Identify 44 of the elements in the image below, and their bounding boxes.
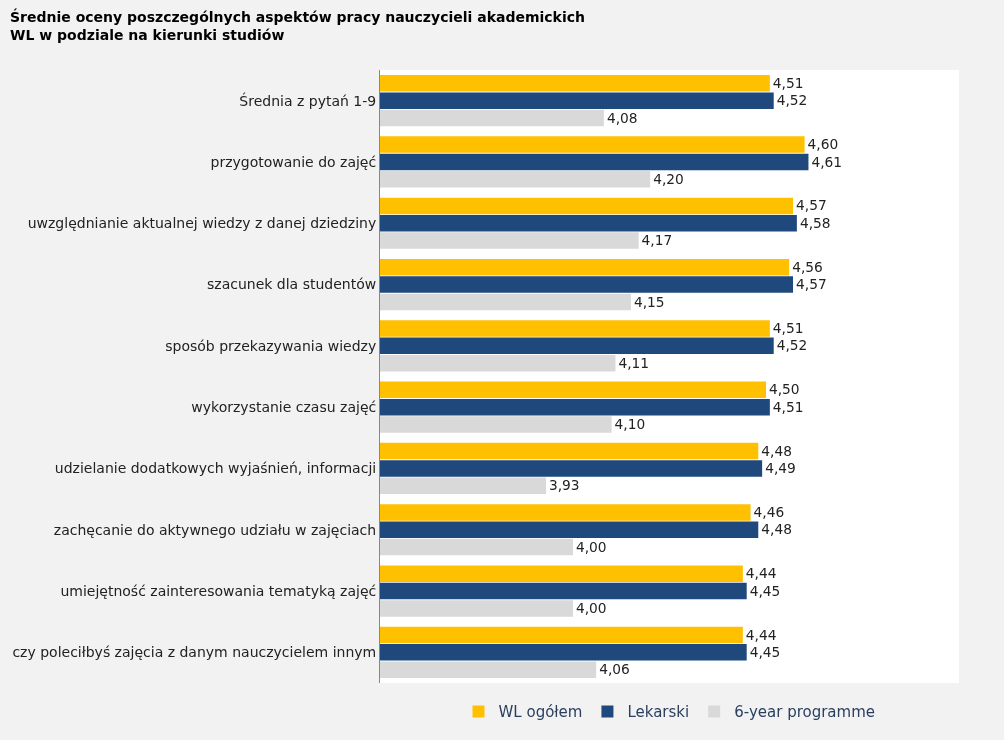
y-tick-label: szacunek dla studentów (207, 276, 377, 293)
data-label: 4,51 (772, 398, 804, 415)
data-label: 4,50 (769, 381, 800, 398)
data-label: 3,93 (548, 477, 580, 494)
data-label: 4,46 (753, 503, 785, 520)
data-label: 4,52 (776, 337, 808, 354)
data-label: 4,15 (633, 293, 665, 310)
data-label: 4,17 (641, 232, 673, 249)
data-label: 4,48 (761, 442, 792, 459)
data-label: 4,56 (792, 258, 823, 275)
data-label: 4,57 (796, 197, 827, 214)
data-label: 4,49 (765, 460, 796, 477)
legend-label: WL ogółem (498, 703, 583, 722)
data-label: 4,08 (606, 109, 638, 126)
data-label: 4,48 (761, 521, 792, 538)
y-tick-label: sposób przekazywania wiedzy (165, 337, 377, 354)
legend-label: 6-year programme (734, 703, 876, 722)
data-label: 4,58 (799, 214, 831, 231)
legend-label: Lekarski (627, 703, 690, 722)
data-label: 4,51 (772, 320, 804, 337)
data-label: 4,52 (776, 92, 808, 109)
data-label: 4,51 (772, 74, 804, 91)
data-label: 4,11 (618, 354, 650, 371)
y-tick-label: uwzględnianie aktualnej wiedzy z danej dziedziny (27, 215, 377, 232)
y-tick-label: wykorzystanie czasu zajęć (191, 399, 377, 416)
data-label: 4,10 (614, 416, 646, 433)
y-tick-label: udzielanie dodatkowych wyjaśnień, informacji (54, 460, 377, 477)
data-label: 4,06 (599, 661, 630, 678)
data-label: 4,20 (653, 170, 684, 187)
y-tick-label: przygotowanie do zajęć (210, 153, 377, 170)
data-label: 4,00 (576, 600, 607, 616)
y-tick-label: umiejętność zainteresowania tematyką zajęć (60, 582, 377, 599)
y-tick-label: zachęcanie do aktywnego udziału w zajęciach (53, 521, 377, 538)
data-label: 4,57 (796, 276, 827, 293)
data-label: 4,60 (807, 136, 839, 153)
y-tick-label: Średnia z pytań 1-9 (239, 91, 377, 109)
data-label: 4,45 (749, 643, 781, 660)
chart-title: Średnie oceny poszczególnych aspektów pracy nauczycieli akademickich WL w podziale na kierunki studiów (10, 8, 585, 44)
data-label: 4,44 (745, 565, 777, 582)
y-tick-label: czy poleciłbyś zajęcia z danym nauczycielem innym (12, 644, 377, 661)
data-label: 4,00 (576, 538, 607, 555)
data-label: 4,61 (811, 153, 843, 170)
data-label: 4,45 (749, 582, 781, 599)
data-label: 4,44 (745, 626, 777, 643)
